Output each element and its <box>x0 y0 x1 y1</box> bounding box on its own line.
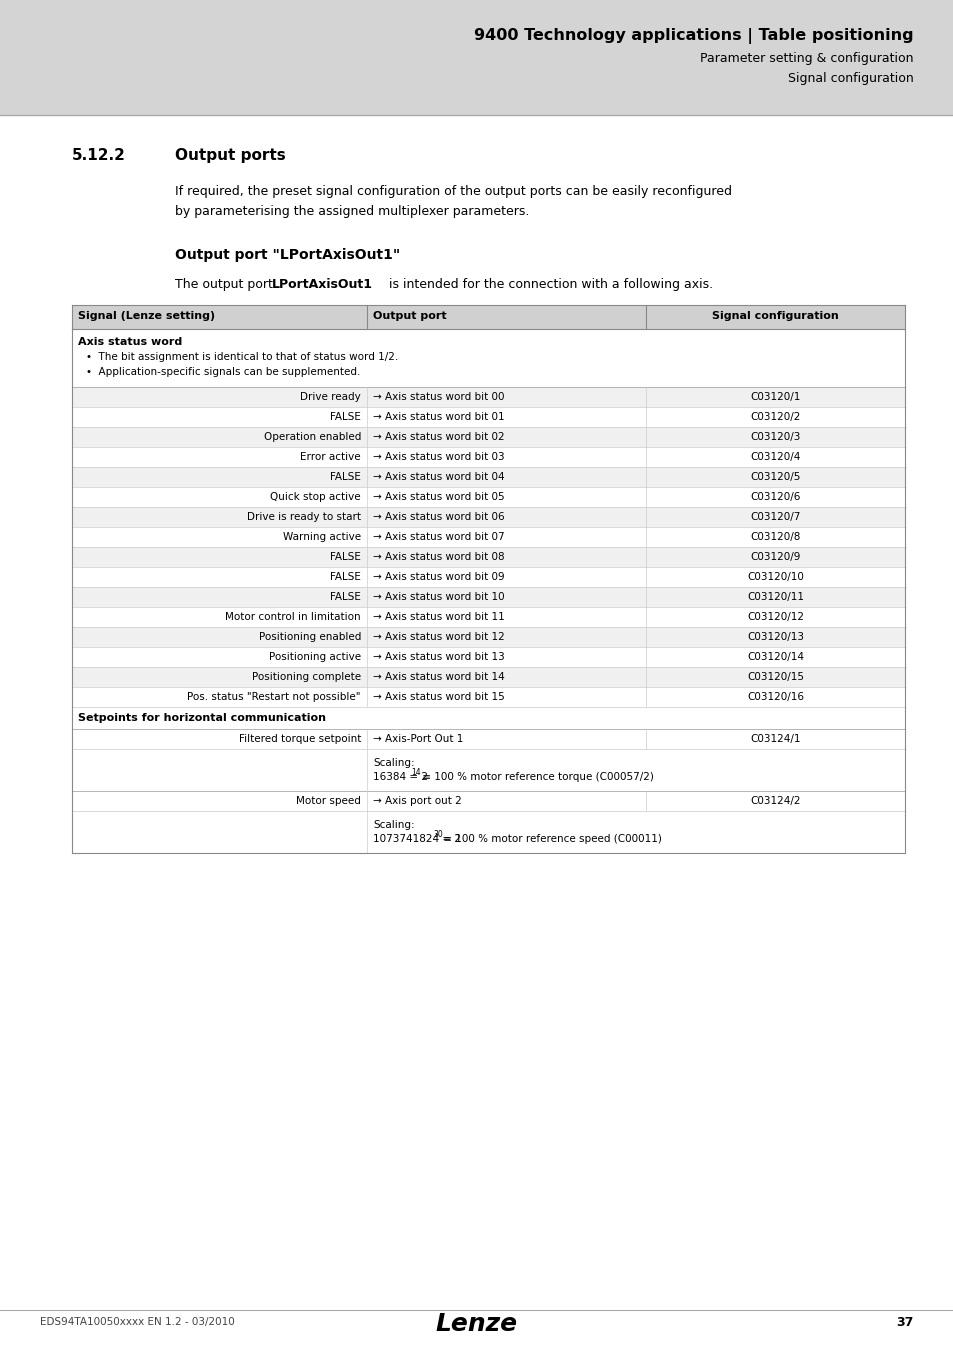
Bar <box>71 427 904 447</box>
Text: ≡ 100 % motor reference speed (C00011): ≡ 100 % motor reference speed (C00011) <box>439 834 661 844</box>
Text: → Axis status word bit 12: → Axis status word bit 12 <box>373 632 504 643</box>
Bar <box>71 467 904 487</box>
Text: → Axis status word bit 07: → Axis status word bit 07 <box>373 532 504 541</box>
Text: by parameterising the assigned multiplexer parameters.: by parameterising the assigned multiplex… <box>174 205 529 217</box>
Text: 5.12.2: 5.12.2 <box>71 148 126 163</box>
Text: → Axis-Port Out 1: → Axis-Port Out 1 <box>373 734 463 744</box>
Text: is intended for the connection with a following axis.: is intended for the connection with a fo… <box>385 278 713 292</box>
Text: Motor control in limitation: Motor control in limitation <box>225 612 360 622</box>
Text: C03120/2: C03120/2 <box>749 412 800 423</box>
Text: Output port: Output port <box>373 310 446 321</box>
Text: C03124/2: C03124/2 <box>749 796 800 806</box>
Text: 1073741824 = 2: 1073741824 = 2 <box>373 834 460 844</box>
Bar <box>71 667 904 687</box>
Text: FALSE: FALSE <box>330 552 360 562</box>
Text: Filtered torque setpoint: Filtered torque setpoint <box>238 734 360 744</box>
Text: 37: 37 <box>896 1315 913 1328</box>
Bar <box>71 508 904 526</box>
Text: The output port: The output port <box>174 278 276 292</box>
Text: FALSE: FALSE <box>330 593 360 602</box>
Text: Warning active: Warning active <box>283 532 360 541</box>
Text: Scaling:: Scaling: <box>373 757 415 768</box>
Bar <box>71 305 904 329</box>
Text: → Axis status word bit 10: → Axis status word bit 10 <box>373 593 504 602</box>
Text: Scaling:: Scaling: <box>373 819 415 830</box>
Text: C03120/5: C03120/5 <box>749 472 800 482</box>
Bar <box>71 547 904 567</box>
Text: → Axis status word bit 06: → Axis status word bit 06 <box>373 512 504 522</box>
Text: 16384 = 2: 16384 = 2 <box>373 772 428 782</box>
Text: C03120/10: C03120/10 <box>746 572 803 582</box>
Bar <box>71 387 904 406</box>
Text: FALSE: FALSE <box>330 572 360 582</box>
Text: Quick stop active: Quick stop active <box>270 491 360 502</box>
Text: → Axis status word bit 02: → Axis status word bit 02 <box>373 432 504 441</box>
Text: Output ports: Output ports <box>174 148 286 163</box>
Text: Positioning complete: Positioning complete <box>252 672 360 682</box>
Bar <box>0 0 953 115</box>
Text: C03120/8: C03120/8 <box>749 532 800 541</box>
Text: Signal configuration: Signal configuration <box>711 310 838 321</box>
Text: → Axis status word bit 11: → Axis status word bit 11 <box>373 612 504 622</box>
Text: Setpoints for horizontal communication: Setpoints for horizontal communication <box>78 713 326 724</box>
Text: → Axis status word bit 08: → Axis status word bit 08 <box>373 552 504 562</box>
Text: → Axis status word bit 04: → Axis status word bit 04 <box>373 472 504 482</box>
Text: LPortAxisOut1: LPortAxisOut1 <box>272 278 373 292</box>
Text: 14: 14 <box>412 768 421 778</box>
Text: → Axis status word bit 00: → Axis status word bit 00 <box>373 392 504 402</box>
Text: C03120/3: C03120/3 <box>749 432 800 441</box>
Text: Signal configuration: Signal configuration <box>787 72 913 85</box>
Text: → Axis status word bit 05: → Axis status word bit 05 <box>373 491 504 502</box>
Text: •  Application-specific signals can be supplemented.: • Application-specific signals can be su… <box>86 367 360 377</box>
Text: → Axis status word bit 14: → Axis status word bit 14 <box>373 672 504 682</box>
Text: Drive ready: Drive ready <box>300 392 360 402</box>
Text: → Axis port out 2: → Axis port out 2 <box>373 796 461 806</box>
Text: Operation enabled: Operation enabled <box>263 432 360 441</box>
Text: EDS94TA10050xxxx EN 1.2 - 03/2010: EDS94TA10050xxxx EN 1.2 - 03/2010 <box>40 1318 234 1327</box>
Text: → Axis status word bit 03: → Axis status word bit 03 <box>373 452 504 462</box>
Text: ≡ 100 % motor reference torque (C00057/2): ≡ 100 % motor reference torque (C00057/2… <box>418 772 653 782</box>
Text: C03120/15: C03120/15 <box>746 672 803 682</box>
Text: Positioning enabled: Positioning enabled <box>258 632 360 643</box>
Text: Pos. status "Restart not possible": Pos. status "Restart not possible" <box>188 693 360 702</box>
Text: C03120/7: C03120/7 <box>749 512 800 522</box>
Text: Signal (Lenze setting): Signal (Lenze setting) <box>78 310 214 321</box>
Text: Drive is ready to start: Drive is ready to start <box>247 512 360 522</box>
Text: Motor speed: Motor speed <box>295 796 360 806</box>
Text: Error active: Error active <box>300 452 360 462</box>
Text: C03120/4: C03120/4 <box>749 452 800 462</box>
Text: → Axis status word bit 01: → Axis status word bit 01 <box>373 412 504 423</box>
Text: FALSE: FALSE <box>330 472 360 482</box>
Text: Lenze: Lenze <box>436 1312 517 1336</box>
Text: C03120/14: C03120/14 <box>746 652 803 662</box>
Text: C03120/13: C03120/13 <box>746 632 803 643</box>
Text: Parameter setting & configuration: Parameter setting & configuration <box>700 53 913 65</box>
Text: C03120/11: C03120/11 <box>746 593 803 602</box>
Bar <box>71 626 904 647</box>
Text: •  The bit assignment is identical to that of status word 1/2.: • The bit assignment is identical to tha… <box>86 352 397 362</box>
Text: Axis status word: Axis status word <box>78 338 182 347</box>
Text: FALSE: FALSE <box>330 412 360 423</box>
Text: 9400 Technology applications | Table positioning: 9400 Technology applications | Table pos… <box>474 28 913 45</box>
Text: → Axis status word bit 09: → Axis status word bit 09 <box>373 572 504 582</box>
Text: C03120/9: C03120/9 <box>749 552 800 562</box>
Text: → Axis status word bit 13: → Axis status word bit 13 <box>373 652 504 662</box>
Bar <box>71 587 904 608</box>
Text: C03124/1: C03124/1 <box>749 734 800 744</box>
Text: C03120/12: C03120/12 <box>746 612 803 622</box>
Text: → Axis status word bit 15: → Axis status word bit 15 <box>373 693 504 702</box>
Text: 30: 30 <box>433 830 442 838</box>
Text: Positioning active: Positioning active <box>269 652 360 662</box>
Text: C03120/6: C03120/6 <box>749 491 800 502</box>
Text: C03120/1: C03120/1 <box>749 392 800 402</box>
Text: Output port "LPortAxisOut1": Output port "LPortAxisOut1" <box>174 248 400 262</box>
Text: If required, the preset signal configuration of the output ports can be easily r: If required, the preset signal configura… <box>174 185 731 198</box>
Text: C03120/16: C03120/16 <box>746 693 803 702</box>
